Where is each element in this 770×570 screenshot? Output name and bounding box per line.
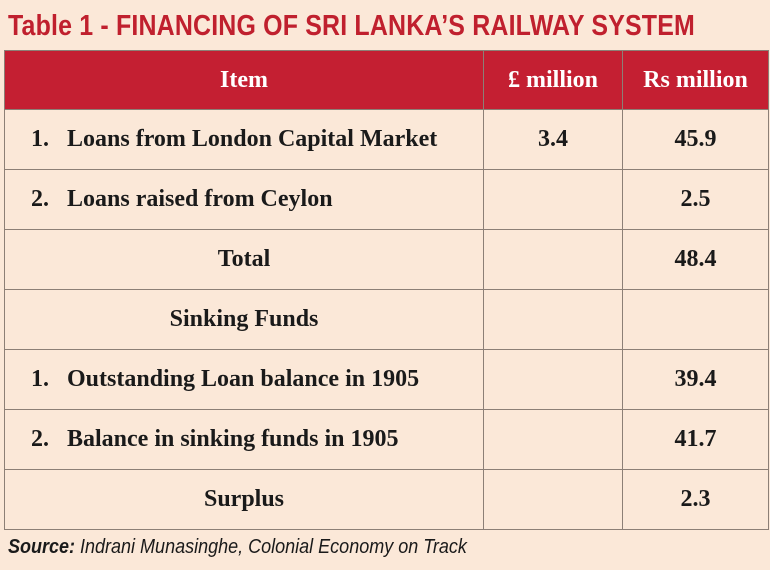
- table-row: 1. Loans from London Capital Market 3.4 4…: [4, 109, 769, 170]
- row-rs-value: 41.7: [622, 409, 769, 470]
- row-item: 2. Balance in sinking funds in 1905: [4, 409, 484, 470]
- row-rs-value: [622, 289, 769, 350]
- row-label: Outstanding Loan balance in 1905: [67, 366, 420, 392]
- row-gbp-value: [483, 409, 623, 470]
- row-rs-value: 48.4: [622, 229, 769, 290]
- financing-table: Item £ million Rs million 1. Loans from L…: [4, 50, 769, 530]
- row-rs-value: 39.4: [622, 349, 769, 410]
- header-item: Item: [4, 50, 484, 110]
- table-title: Table 1 - FINANCING OF SRI LANKA’S RAILW…: [8, 10, 695, 42]
- row-rs-value: 2.3: [622, 469, 769, 530]
- source-note: Source: Indrani Munasinghe, Colonial Eco…: [8, 536, 467, 559]
- row-label: Surplus: [4, 469, 484, 530]
- row-number: 1.: [31, 126, 49, 152]
- row-item: 1. Outstanding Loan balance in 1905: [4, 349, 484, 410]
- row-gbp-value: 3.4: [483, 109, 623, 170]
- row-gbp-value: [483, 229, 623, 290]
- row-label: Total: [4, 229, 484, 290]
- row-number: 2.: [31, 186, 49, 212]
- row-label: Sinking Funds: [4, 289, 484, 350]
- row-gbp-value: [483, 349, 623, 410]
- table-row: Sinking Funds: [4, 289, 769, 350]
- header-row: Item £ million Rs million: [4, 50, 769, 110]
- table-row: 2. Balance in sinking funds in 1905 41.7: [4, 409, 769, 470]
- header-gbp-million: £ million: [483, 50, 623, 110]
- row-item: 1. Loans from London Capital Market: [4, 109, 484, 170]
- row-number: 1.: [31, 366, 49, 392]
- table-row: Surplus 2.3: [4, 469, 769, 530]
- row-rs-value: 2.5: [622, 169, 769, 230]
- source-text: Indrani Munasinghe, Colonial Economy on …: [75, 536, 467, 558]
- header-rs-million: Rs million: [622, 50, 769, 110]
- row-gbp-value: [483, 289, 623, 350]
- table-row: Total 48.4: [4, 229, 769, 290]
- row-rs-value: 45.9: [622, 109, 769, 170]
- table-row: 1. Outstanding Loan balance in 1905 39.4: [4, 349, 769, 410]
- row-label: Balance in sinking funds in 1905: [67, 426, 399, 452]
- row-item: 2. Loans raised from Ceylon: [4, 169, 484, 230]
- row-gbp-value: [483, 169, 623, 230]
- row-gbp-value: [483, 469, 623, 530]
- row-label: Loans raised from Ceylon: [67, 186, 333, 212]
- row-label: Loans from London Capital Market: [67, 126, 438, 152]
- row-number: 2.: [31, 426, 49, 452]
- source-label: Source:: [8, 536, 76, 558]
- table-row: 2. Loans raised from Ceylon 2.5: [4, 169, 769, 230]
